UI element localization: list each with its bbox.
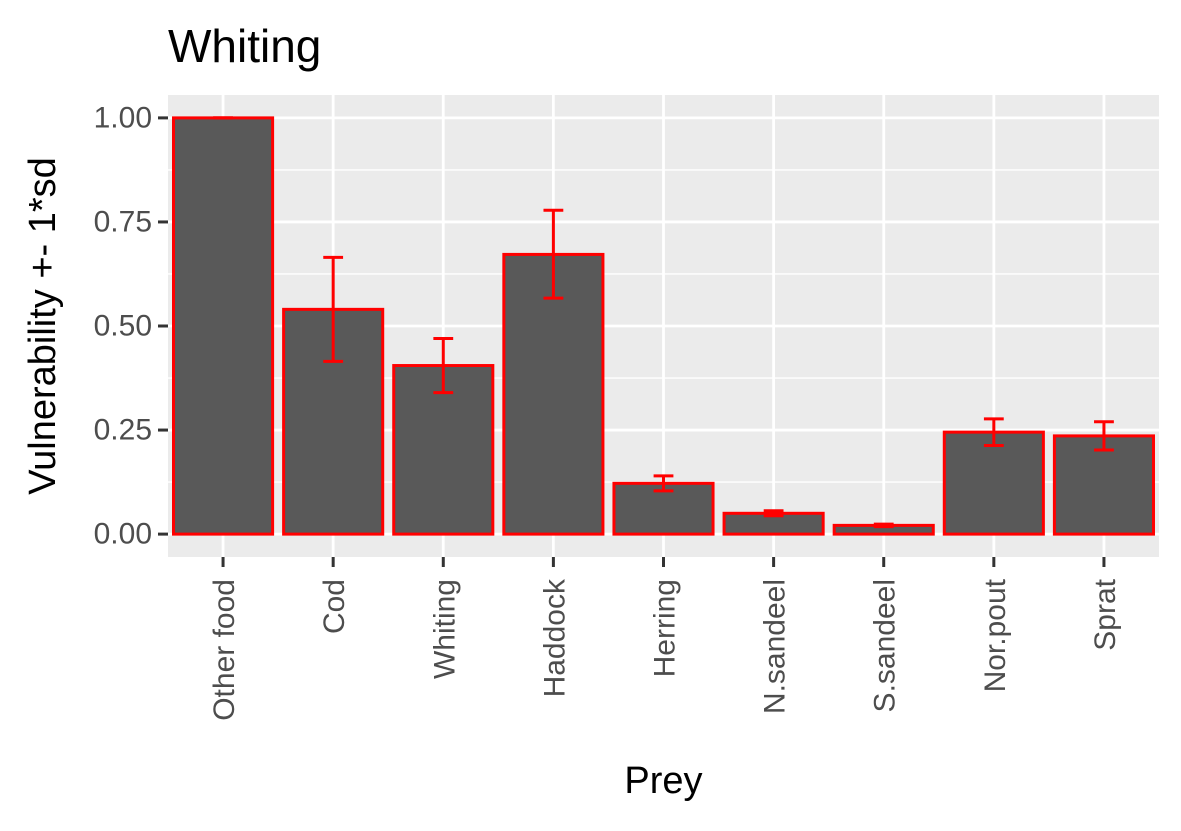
x-axis-title: Prey <box>624 760 702 802</box>
y-tick-label: 0.00 <box>94 518 152 551</box>
x-tick-label: Haddock <box>538 578 571 697</box>
x-tick-label: Other food <box>208 579 241 721</box>
x-axis: Other food Cod Whiting Haddock Herring N.sand… <box>208 557 1122 721</box>
error-bar <box>1094 420 1114 452</box>
x-tick-label: Nor.pout <box>979 578 1012 692</box>
error-bar <box>983 417 1004 447</box>
error-bar <box>873 522 894 529</box>
y-axis-title: Vulnerability +- 1*sd <box>22 157 64 495</box>
bar <box>942 430 1045 536</box>
y-axis: 0.00 0.25 0.50 0.75 1.00 <box>94 101 168 551</box>
x-tick-label: S.sandeel <box>869 579 902 712</box>
y-tick-label: 0.75 <box>94 205 152 238</box>
error-bar <box>323 255 344 363</box>
y-tick-label: 1.00 <box>94 101 152 134</box>
bar <box>1052 434 1155 536</box>
x-tick-label: Cod <box>318 579 351 634</box>
error-bars <box>213 116 1114 529</box>
bar <box>172 116 275 536</box>
chart-title: Whiting <box>168 20 321 72</box>
y-tick-label: 0.25 <box>94 414 152 447</box>
error-bar <box>433 336 454 395</box>
x-tick-label: N.sandeel <box>759 579 792 714</box>
x-tick-label: Whiting <box>428 579 461 679</box>
error-bar <box>653 474 674 493</box>
error-bar <box>543 208 564 300</box>
error-bar <box>763 509 784 518</box>
x-tick-label: Herring <box>649 579 682 677</box>
y-tick-label: 0.50 <box>94 310 152 343</box>
x-tick-label: Sprat <box>1089 578 1122 650</box>
